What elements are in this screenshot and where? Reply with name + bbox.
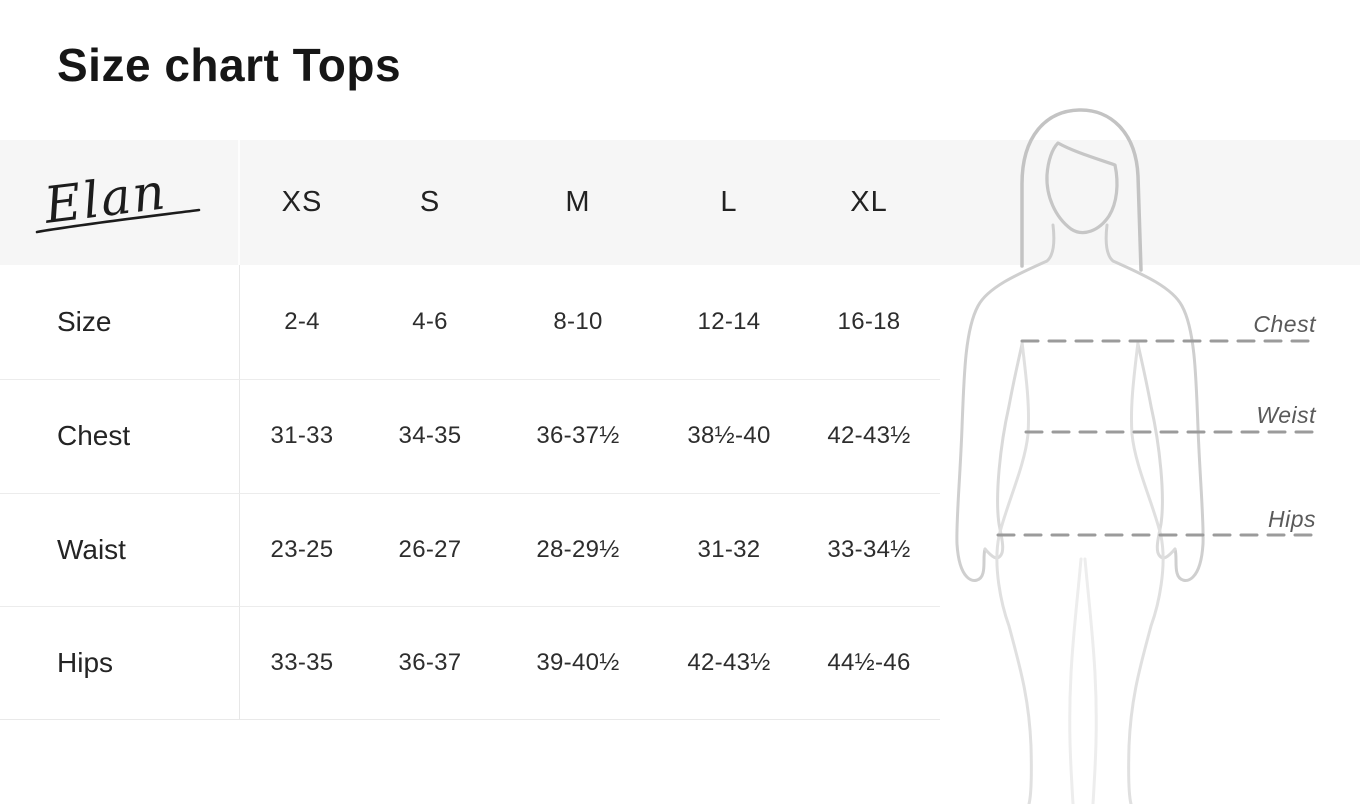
table-header-band xyxy=(0,140,1360,265)
size-xs-value: 2-4 xyxy=(284,307,320,335)
chest-xl-value: 42-43½ xyxy=(798,378,940,493)
page-title: Size chart Tops xyxy=(57,39,402,91)
waist-xs-value: 23-25 xyxy=(240,492,364,607)
row-label-waist: Waist xyxy=(0,492,240,607)
size-l-value: 12-14 xyxy=(697,307,761,335)
left-arm-outline xyxy=(955,223,1056,582)
hips-measure-label: Hips xyxy=(1267,506,1316,532)
waist-m-value: 28-29½ xyxy=(496,492,660,607)
hips-xs-value: 33-35 xyxy=(240,606,364,720)
chest-xs-value: 31-33 xyxy=(240,378,364,493)
column-header-m: M xyxy=(565,186,591,218)
brand-logo: Elan xyxy=(0,140,240,265)
waist-l-value: 31-32 xyxy=(660,492,798,607)
female-figure-svg xyxy=(955,108,1318,804)
column-header-l: L xyxy=(720,186,738,218)
left-inner-leg-outline xyxy=(1068,557,1083,804)
right-inner-leg-outline xyxy=(1083,557,1098,804)
waist-xl-value: 33-34½ xyxy=(798,492,940,607)
chest-measure-label: Chest xyxy=(1253,311,1316,337)
female-figure-illustration xyxy=(940,104,1360,804)
waist-measure-label: Weist xyxy=(1256,402,1316,428)
size-s-value: 4-6 xyxy=(412,307,448,335)
brand-logo-svg: Elan xyxy=(35,162,201,235)
left-torso-leg-outline xyxy=(995,340,1033,804)
right-torso-leg-outline xyxy=(1127,340,1165,804)
hips-l-value: 42-43½ xyxy=(660,606,798,720)
size-xl-value: 16-18 xyxy=(837,307,901,335)
hips-s-value: 36-37 xyxy=(364,606,496,720)
waist-s-value: 26-27 xyxy=(364,492,496,607)
row-label-chest: Chest xyxy=(0,378,240,493)
brand-logo-underline xyxy=(35,208,201,233)
column-header-xs: XS xyxy=(281,186,323,218)
chest-m-value: 36-37½ xyxy=(496,378,660,493)
brand-logo-text: Elan xyxy=(40,162,170,235)
face-outline xyxy=(1045,141,1119,235)
column-header-xl: XL xyxy=(850,186,888,218)
size-table: Elan XS S M L XL Size 2-4 4-6 8-10 12-14… xyxy=(0,140,940,720)
right-arm-outline xyxy=(1104,223,1205,582)
chest-s-value: 34-35 xyxy=(364,378,496,493)
column-header-s: S xyxy=(419,186,441,218)
row-label-hips: Hips xyxy=(0,606,240,720)
hips-xl-value: 44½-46 xyxy=(798,606,940,720)
left-inner-arm-outline xyxy=(983,342,1024,560)
row-label-size: Size xyxy=(0,265,240,379)
hair-outline xyxy=(1020,108,1143,272)
size-m-value: 8-10 xyxy=(553,307,603,335)
chest-l-value: 38½-40 xyxy=(660,378,798,493)
hips-m-value: 39-40½ xyxy=(496,606,660,720)
